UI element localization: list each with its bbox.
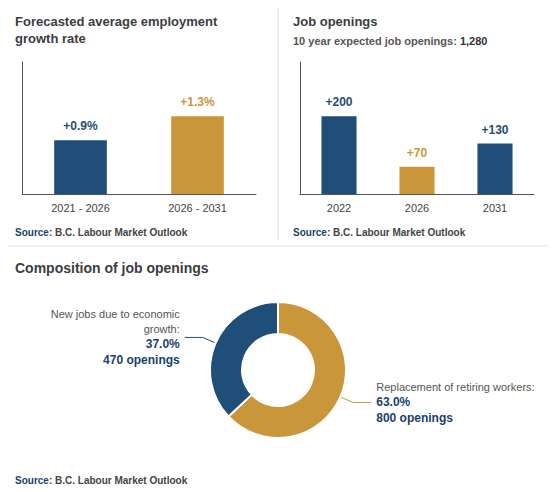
svg-text:+0.9%: +0.9% bbox=[63, 119, 98, 133]
svg-text:Source:: Source: bbox=[15, 227, 52, 238]
svg-text:+200: +200 bbox=[325, 95, 352, 109]
svg-text:Replacement of retiring worker: Replacement of retiring workers: bbox=[376, 381, 534, 393]
svg-text:10 year expected job openings:: 10 year expected job openings: bbox=[293, 35, 460, 47]
svg-text:+1.3%: +1.3% bbox=[180, 95, 215, 109]
svg-text:1,280: 1,280 bbox=[460, 35, 488, 47]
svg-text:2031: 2031 bbox=[483, 202, 507, 214]
svg-text:Forecasted average employment: Forecasted average employment bbox=[15, 14, 218, 29]
svg-text:Source:: Source: bbox=[293, 227, 330, 238]
svg-text:growth rate: growth rate bbox=[15, 31, 86, 46]
svg-text:800 openings: 800 openings bbox=[376, 411, 453, 425]
svg-text:B.C. Labour Market Outlook: B.C. Labour Market Outlook bbox=[52, 227, 187, 238]
svg-text:B.C. Labour Market Outlook: B.C. Labour Market Outlook bbox=[330, 227, 465, 238]
svg-text:63.0%: 63.0% bbox=[376, 395, 410, 409]
svg-text:2022: 2022 bbox=[327, 202, 351, 214]
svg-text:growth:: growth: bbox=[144, 323, 180, 335]
svg-text:37.0%: 37.0% bbox=[146, 337, 180, 351]
svg-text:470 openings: 470 openings bbox=[103, 353, 180, 367]
svg-text:Composition of job openings: Composition of job openings bbox=[15, 260, 209, 276]
svg-text:+70: +70 bbox=[407, 146, 428, 160]
svg-text:New jobs due to economic: New jobs due to economic bbox=[51, 308, 181, 320]
svg-text:2026 - 2031: 2026 - 2031 bbox=[168, 202, 227, 214]
svg-text:B.C. Labour Market Outlook: B.C. Labour Market Outlook bbox=[52, 475, 187, 486]
svg-text:+130: +130 bbox=[481, 123, 508, 137]
svg-text:Job openings: Job openings bbox=[293, 14, 378, 29]
svg-text:2026: 2026 bbox=[405, 202, 429, 214]
svg-text:2021 - 2026: 2021 - 2026 bbox=[51, 202, 110, 214]
svg-text:Source:: Source: bbox=[15, 475, 52, 486]
